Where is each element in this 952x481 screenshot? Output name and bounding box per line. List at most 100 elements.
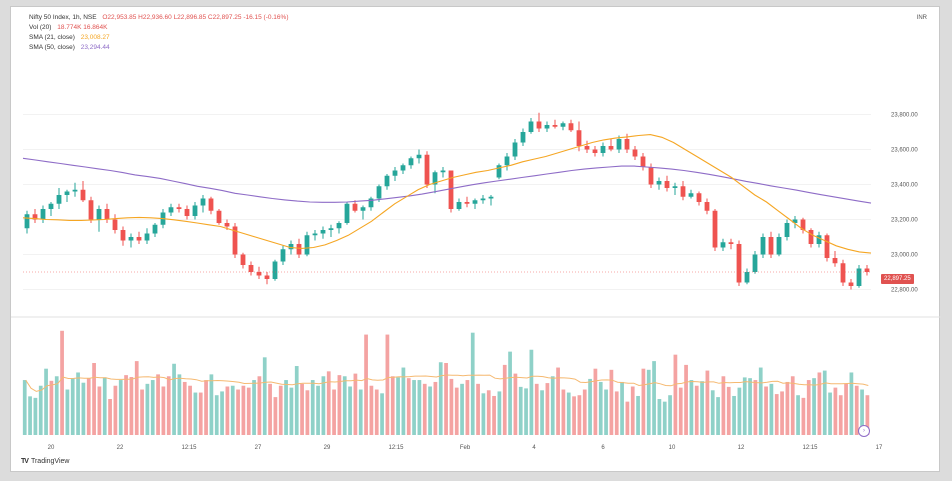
candle-body xyxy=(616,139,622,150)
volume-bar xyxy=(844,383,848,435)
volume-bar xyxy=(193,392,198,435)
volume-bar xyxy=(65,389,70,435)
volume-bar xyxy=(428,386,432,435)
candle-body xyxy=(408,158,414,166)
candle-body xyxy=(336,223,342,229)
candle-body xyxy=(144,233,150,241)
legend-row-symbol[interactable]: Nifty 50 Index, 1h, NSE O22,953.85 H22,9… xyxy=(29,13,289,23)
tradingview-brand[interactable]: TV TradingView xyxy=(21,458,69,465)
candle-body xyxy=(568,123,574,131)
volume-bar xyxy=(716,397,720,435)
volume-bar xyxy=(70,378,75,435)
candle-body xyxy=(840,263,846,283)
candle-body xyxy=(304,235,310,255)
candle-body xyxy=(32,214,38,220)
volume-bar xyxy=(150,380,155,435)
y-tick-label: 23,200.00 xyxy=(891,218,918,224)
volume-bar xyxy=(849,372,854,435)
candle-body xyxy=(848,282,854,286)
volume-bar xyxy=(422,383,427,435)
volume-bar xyxy=(28,396,32,435)
volume-bar xyxy=(854,385,859,435)
volume-bar xyxy=(812,378,816,435)
volume-bar xyxy=(268,383,272,435)
volume-bar xyxy=(518,386,523,435)
candle-body xyxy=(824,235,830,258)
candle-body xyxy=(608,146,614,150)
volume-bar xyxy=(38,385,43,435)
volume-bar xyxy=(246,387,251,435)
volume-bar xyxy=(577,395,582,435)
candle-body xyxy=(648,167,654,185)
candle-body xyxy=(592,149,598,153)
volume-ma-line xyxy=(25,374,869,392)
volume-bar xyxy=(305,390,310,435)
candle-body xyxy=(416,154,422,159)
volume-bar xyxy=(369,385,374,435)
candle-body xyxy=(360,207,366,211)
legend-sma50-value: 23,294.44 xyxy=(80,44,110,51)
volume-bar xyxy=(257,376,262,435)
candle-body xyxy=(176,207,182,209)
candle-body xyxy=(632,149,638,157)
volume-bar xyxy=(678,387,683,435)
volume-bar xyxy=(764,386,768,435)
volume-bar xyxy=(374,389,379,435)
candle-body xyxy=(744,272,750,283)
volume-bar xyxy=(865,395,870,435)
legend-row-sma21[interactable]: SMA (21, close) 23,008.27 xyxy=(29,33,289,43)
candle-body xyxy=(536,121,542,129)
volume-bar xyxy=(668,395,672,435)
volume-bar xyxy=(230,385,235,435)
volume-bar xyxy=(700,381,704,435)
candle-body xyxy=(496,165,502,178)
volume-bar xyxy=(22,380,27,435)
volume-bar xyxy=(641,368,646,435)
candle-body xyxy=(376,186,382,199)
legend-row-sma50[interactable]: SMA (50, close) 23,294.44 xyxy=(29,43,289,53)
volume-bar xyxy=(118,380,123,435)
volume-bar xyxy=(753,380,758,435)
volume-bar xyxy=(252,380,256,435)
volume-bar xyxy=(785,381,790,435)
volume-bar xyxy=(214,395,219,435)
candle-body xyxy=(168,207,174,213)
candle-body xyxy=(312,233,318,236)
scroll-to-realtime-button[interactable]: › xyxy=(858,425,870,437)
candle-body xyxy=(80,189,86,201)
legend-row-volume[interactable]: Vol (20) 18.774K 16.864K xyxy=(29,23,289,33)
volume-bar xyxy=(460,383,464,435)
volume-bar xyxy=(545,383,550,435)
legend-ohlc: O22,953.85 H22,936.60 L22,896.85 C22,897… xyxy=(102,14,289,21)
volume-bar xyxy=(380,393,384,435)
volume-bar xyxy=(444,363,448,435)
candle-body xyxy=(696,193,702,202)
candle-body xyxy=(856,268,862,286)
volume-bar xyxy=(726,386,731,435)
volume-bar xyxy=(497,391,502,435)
candle-body xyxy=(576,130,582,146)
y-tick-label: 22,800.00 xyxy=(891,288,918,294)
volume-bar xyxy=(524,388,528,435)
volume-bar xyxy=(124,375,128,435)
candle-body xyxy=(472,200,478,204)
candle-body xyxy=(504,156,510,166)
chart-canvas[interactable]: 23,800.00 23,600.00 23,400.00 23,200.00 23,0… xyxy=(11,7,941,473)
volume-bar xyxy=(625,401,630,435)
candle-body xyxy=(88,200,94,220)
candle-body xyxy=(712,210,718,248)
candle-body xyxy=(816,235,822,244)
volume-bar xyxy=(300,383,304,435)
volume-bar xyxy=(406,378,411,435)
volume-bar xyxy=(129,377,134,435)
candle-body xyxy=(736,244,742,283)
volume-bar xyxy=(796,395,800,435)
currency-label[interactable]: INR xyxy=(916,15,927,21)
candle-body xyxy=(584,146,590,150)
volume-bar xyxy=(140,389,144,435)
candle-body xyxy=(784,223,790,237)
x-tick-label: 12:15 xyxy=(802,445,818,451)
volume-bar xyxy=(161,386,166,435)
candle-body xyxy=(760,237,766,255)
candle-body xyxy=(256,272,262,276)
